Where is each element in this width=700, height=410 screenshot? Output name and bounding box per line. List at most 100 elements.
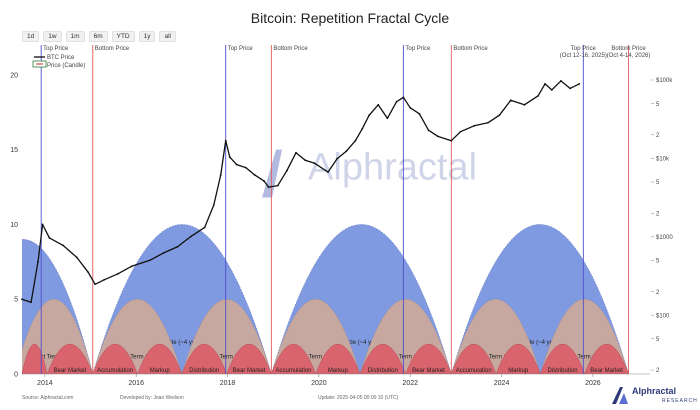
bottom-price-label: Bottom Price xyxy=(273,46,308,52)
footer-update: Update: 2025-04-05 00:00 10 (UTC) xyxy=(318,395,399,401)
price-point xyxy=(427,129,430,132)
price-point xyxy=(361,127,364,130)
price-point xyxy=(235,163,238,166)
short-cycle-label: Short Term Cycle xyxy=(473,354,520,360)
x-tick-label: 2024 xyxy=(494,380,510,387)
phase-label: Markup xyxy=(328,368,349,374)
price-point xyxy=(569,87,571,90)
price-point xyxy=(41,223,44,226)
right-tick-label: 5 xyxy=(656,259,660,265)
phase-label: Bear Market xyxy=(412,368,445,374)
price-point xyxy=(263,180,265,182)
price-point xyxy=(130,265,133,268)
price-point xyxy=(62,244,65,247)
price-point xyxy=(148,259,151,262)
phase-arc xyxy=(540,343,585,374)
phase-label: Bear Market xyxy=(590,368,623,374)
price-point xyxy=(450,139,453,142)
price-point xyxy=(228,156,231,159)
price-point xyxy=(578,82,581,85)
watermark-text: Alphractal xyxy=(308,147,477,189)
right-tick-label: 5 xyxy=(656,180,660,186)
price-point xyxy=(219,174,222,177)
price-point xyxy=(117,272,119,275)
range-button-1y[interactable]: 1y xyxy=(138,31,156,42)
top-price-label: Top Price xyxy=(571,46,597,52)
price-point xyxy=(212,204,215,206)
phase-arc xyxy=(181,344,227,374)
range-button-1d[interactable]: 1d xyxy=(22,31,40,42)
price-point xyxy=(304,159,307,162)
price-point xyxy=(560,79,562,82)
range-button-6m[interactable]: 6m xyxy=(88,31,108,42)
brand-name: Alphractal xyxy=(632,386,677,396)
price-point xyxy=(436,135,439,138)
range-button-all[interactable]: all xyxy=(159,31,176,42)
price-point xyxy=(37,260,39,263)
price-point xyxy=(313,162,316,165)
top-price-label: Top Price xyxy=(228,46,254,52)
phase-label: Distribution xyxy=(548,368,578,374)
right-tick-label: $10k xyxy=(656,157,670,163)
price-point xyxy=(30,301,33,304)
price-point xyxy=(409,106,412,109)
bottom-price-label: Bottom Price xyxy=(611,46,646,52)
footer-developer: Developed by: Joao Wedson xyxy=(120,395,184,401)
price-point xyxy=(203,226,206,229)
footer: Source: Alphractal.com Developed by: Joa… xyxy=(0,392,700,410)
marker-date-label: (Oct 12-16, 2025) xyxy=(560,53,607,59)
range-button-ytd[interactable]: YTD xyxy=(111,31,135,42)
phase-label: Accumulation xyxy=(276,368,312,374)
price-point xyxy=(286,169,288,172)
long-cycle-label: Cycle (~4 year) xyxy=(162,340,203,346)
price-point xyxy=(176,245,179,248)
price-point xyxy=(87,271,90,274)
phase-arc xyxy=(359,344,406,374)
right-tick-label: 2 xyxy=(656,133,660,139)
phase-arc xyxy=(584,343,629,374)
price-point xyxy=(224,139,227,142)
x-tick-label: 2014 xyxy=(37,380,53,387)
y-tick-label: 5 xyxy=(14,297,18,304)
phase-arc xyxy=(451,344,497,374)
price-point xyxy=(162,251,165,254)
alphractal-logo-icon xyxy=(612,387,628,404)
phase-label: Bear Market xyxy=(54,368,87,374)
price-point xyxy=(486,121,489,124)
phase-label: Bear Market xyxy=(233,368,266,374)
short-cycle-label: Short Term Cycle xyxy=(114,354,161,360)
price-point xyxy=(345,150,348,153)
right-tick-label: 5 xyxy=(656,337,660,343)
bottom-price-label: Bottom Price xyxy=(95,46,130,52)
price-point xyxy=(190,235,192,238)
right-tick-label: $100k xyxy=(656,78,673,84)
right-tick-label: 2 xyxy=(656,368,660,374)
price-point xyxy=(276,184,279,187)
y-tick-label: 15 xyxy=(10,147,18,154)
price-point xyxy=(498,114,501,117)
price-point xyxy=(354,139,357,142)
price-point xyxy=(327,171,329,174)
y-tick-label: 0 xyxy=(14,372,18,379)
short-cycle-label: Short Term Cycle xyxy=(31,354,78,360)
price-point xyxy=(75,256,78,259)
price-point xyxy=(336,157,339,160)
short-cycle-label: Short Term Cycle xyxy=(562,354,609,360)
phase-arc xyxy=(271,343,316,374)
right-tick-label: $1000 xyxy=(656,235,673,241)
phase-label: Accumulation xyxy=(97,368,133,374)
phase-label: Distribution xyxy=(189,368,219,374)
y-tick-label: 10 xyxy=(10,222,18,229)
price-point xyxy=(537,94,540,97)
chart-title: Bitcoin: Repetition Fractal Cycle xyxy=(250,10,450,26)
phase-label: Markup xyxy=(508,368,529,374)
range-button-1w[interactable]: 1w xyxy=(43,31,62,42)
phase-arc xyxy=(315,343,361,374)
phase-arc xyxy=(46,344,94,374)
range-button-1m[interactable]: 1m xyxy=(65,31,85,42)
price-point xyxy=(544,82,546,85)
footer-source: Source: Alphractal.com xyxy=(22,395,74,401)
x-tick-label: 2016 xyxy=(128,380,144,387)
chart-canvas[interactable]: Cycle (~4 year) Cycle (~4 year) Cycle (~4 … xyxy=(0,0,700,392)
long-cycle-label: Cycle (~4 year) xyxy=(341,340,382,346)
